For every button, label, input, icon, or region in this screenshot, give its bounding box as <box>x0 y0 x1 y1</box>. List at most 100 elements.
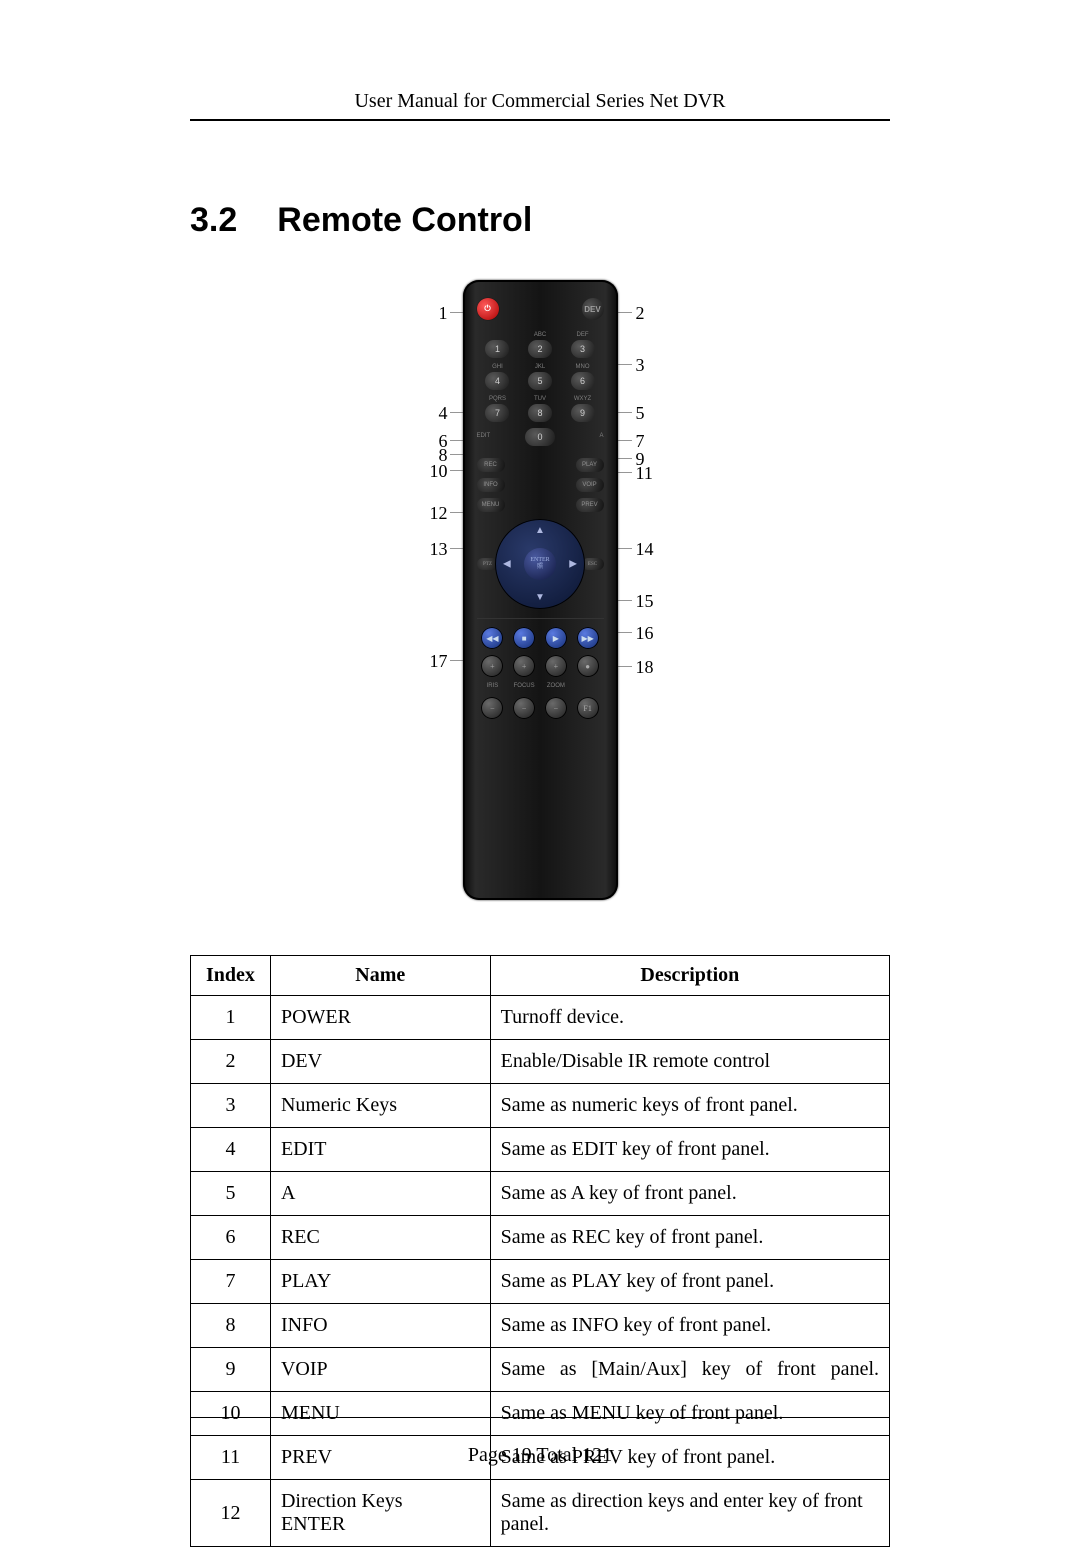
cell-index: 5 <box>191 1172 271 1216</box>
cell-name: PLAY <box>270 1260 490 1304</box>
table-row: 9VOIPSame as [Main/Aux] key of front pan… <box>191 1348 890 1392</box>
cell-name: EDIT <box>270 1128 490 1172</box>
num-0: 0 <box>525 428 555 446</box>
prev-button: PREV <box>576 498 604 512</box>
page-header: User Manual for Commercial Series Net DV… <box>190 90 890 121</box>
section-title-text: Remote Control <box>277 201 532 239</box>
callout-label: 3 <box>636 355 645 376</box>
page: User Manual for Commercial Series Net DV… <box>0 0 1080 1527</box>
up-arrow-icon: ▲ <box>535 525 545 536</box>
fn-minus-2: − <box>513 697 535 719</box>
transport-rew-icon: ◀◀ <box>481 627 503 649</box>
col-name: Name <box>270 956 490 996</box>
cell-description: Same as direction keys and enter key of … <box>490 1480 889 1547</box>
power-button: ⏻ <box>477 298 499 320</box>
remote-diagram: 146810121317 235791114151618 ⏻ DEV 1 ABC… <box>378 280 703 900</box>
cell-description: Same as numeric keys of front panel. <box>490 1084 889 1128</box>
callout-label: 18 <box>636 657 654 678</box>
fn-rec: ● <box>577 655 599 677</box>
table-row: 4EDITSame as EDIT key of front panel. <box>191 1128 890 1172</box>
cell-name: DEV <box>270 1040 490 1084</box>
cell-index: 7 <box>191 1260 271 1304</box>
voip-button: VOIP <box>576 478 604 492</box>
cell-description: Same as REC key of front panel. <box>490 1216 889 1260</box>
cell-name: REC <box>270 1216 490 1260</box>
cell-name: VOIP <box>270 1348 490 1392</box>
section-heading: 3.2 Remote Control <box>190 201 890 240</box>
cell-index: 3 <box>191 1084 271 1128</box>
callout-label: 1 <box>418 303 448 324</box>
callout-label: 14 <box>636 539 654 560</box>
cell-description: Same as INFO key of front panel. <box>490 1304 889 1348</box>
footer-prefix: Page <box>468 1444 512 1466</box>
num-3: 3 <box>571 340 595 358</box>
section-number: 3.2 <box>190 201 237 240</box>
table-row: 6RECSame as REC key of front panel. <box>191 1216 890 1260</box>
table-row: 3Numeric KeysSame as numeric keys of fro… <box>191 1084 890 1128</box>
cell-description: Turnoff device. <box>490 996 889 1040</box>
col-index: Index <box>191 956 271 996</box>
dpad: PTZ ESC ▲ ▼ ◀ ▶ ENTER照 <box>477 518 604 610</box>
callout-label: 15 <box>636 591 654 612</box>
cell-description: Same as EDIT key of front panel. <box>490 1128 889 1172</box>
transport-ff-icon: ▶▶ <box>577 627 599 649</box>
cell-name: A <box>270 1172 490 1216</box>
down-arrow-icon: ▼ <box>535 592 545 603</box>
fn-f1: F1 <box>577 697 599 719</box>
col-description: Description <box>490 956 889 996</box>
table-row: 12Direction KeysENTERSame as direction k… <box>191 1480 890 1547</box>
cell-description: Same as A key of front panel. <box>490 1172 889 1216</box>
cell-index: 6 <box>191 1216 271 1260</box>
enter-button: ENTER照 <box>524 548 556 580</box>
num-2: 2 <box>528 340 552 358</box>
info-button: INFO <box>477 478 505 492</box>
num-9: 9 <box>571 404 595 422</box>
menu-button: MENU <box>477 498 505 512</box>
callout-label: 11 <box>636 463 653 484</box>
dev-button: DEV <box>582 298 604 320</box>
footer-mid: Total <box>532 1444 582 1466</box>
footer-total: 121 <box>582 1444 612 1466</box>
callout-label: 5 <box>636 403 645 424</box>
rec-button: REC <box>477 458 505 472</box>
table-row: 2DEVEnable/Disable IR remote control <box>191 1040 890 1084</box>
table-row: 7PLAYSame as PLAY key of front panel. <box>191 1260 890 1304</box>
cell-index: 9 <box>191 1348 271 1392</box>
cell-name: INFO <box>270 1304 490 1348</box>
cell-name: Direction KeysENTER <box>270 1480 490 1547</box>
callout-label: 17 <box>418 651 448 672</box>
cell-name: POWER <box>270 996 490 1040</box>
footer-page: 19 <box>512 1444 532 1466</box>
page-footer: Page 19 Total 121 <box>190 1417 890 1467</box>
table-row: 8INFOSame as INFO key of front panel. <box>191 1304 890 1348</box>
cell-description: Same as [Main/Aux] key of front panel. <box>490 1348 889 1392</box>
callout-label: 12 <box>418 503 448 524</box>
remote-body: ⏻ DEV 1 ABC2 DEF3 GHI4 JKL5 MNO6 PQRS7 <box>463 280 618 900</box>
table-row: 1POWERTurnoff device. <box>191 996 890 1040</box>
cell-description: Same as PLAY key of front panel. <box>490 1260 889 1304</box>
callout-label: 10 <box>418 461 448 482</box>
callout-label: 13 <box>418 539 448 560</box>
num-7: 7 <box>485 404 509 422</box>
fn-plus-1: + <box>481 655 503 677</box>
fn-minus-1: − <box>481 697 503 719</box>
num-4: 4 <box>485 372 509 390</box>
right-arrow-icon: ▶ <box>569 559 577 570</box>
fn-plus-3: + <box>545 655 567 677</box>
cell-index: 4 <box>191 1128 271 1172</box>
table-row: 5ASame as A key of front panel. <box>191 1172 890 1216</box>
callout-label: 4 <box>418 403 448 424</box>
num-6: 6 <box>571 372 595 390</box>
num-8: 8 <box>528 404 552 422</box>
play-button: PLAY <box>576 458 604 472</box>
callout-label: 2 <box>636 303 645 324</box>
transport-play-icon: ▶ <box>545 627 567 649</box>
cell-index: 2 <box>191 1040 271 1084</box>
transport-stop-icon: ■ <box>513 627 535 649</box>
left-arrow-icon: ◀ <box>503 559 511 570</box>
num-5: 5 <box>528 372 552 390</box>
fn-minus-3: − <box>545 697 567 719</box>
remote-figure: 146810121317 235791114151618 ⏻ DEV 1 ABC… <box>190 280 890 905</box>
cell-index: 8 <box>191 1304 271 1348</box>
table-header-row: Index Name Description <box>191 956 890 996</box>
